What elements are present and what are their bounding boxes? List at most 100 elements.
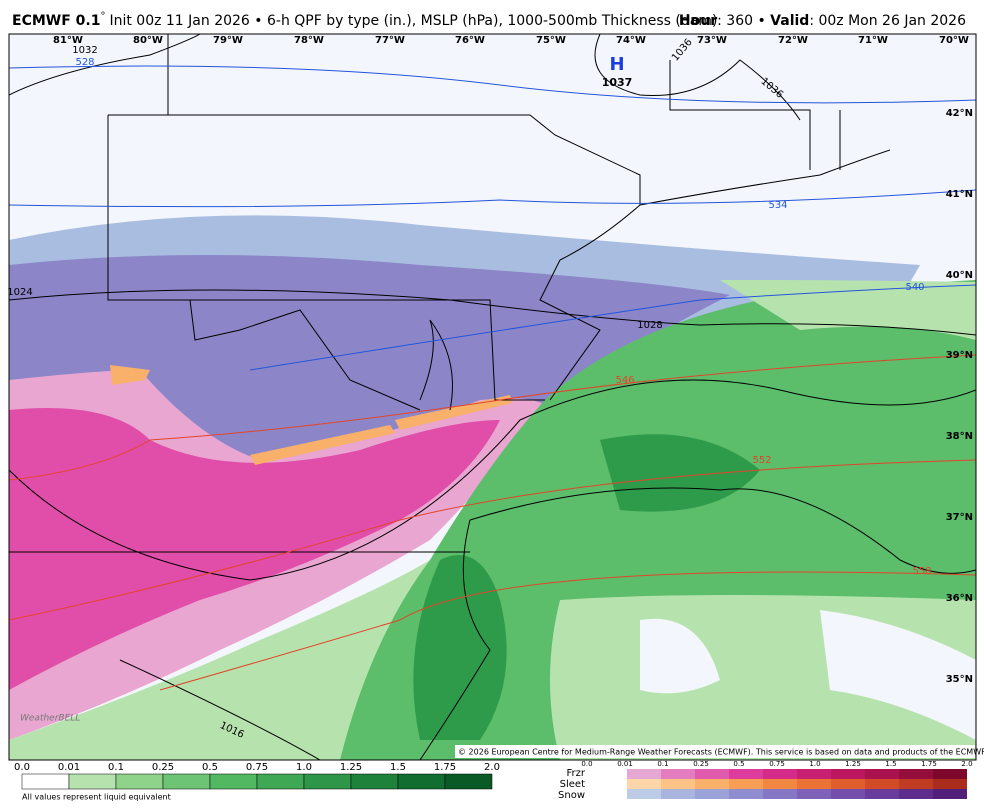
rain-swatch (209, 773, 258, 790)
valid: : 00z Mon 26 Jan 2026 (809, 13, 966, 29)
latitude-label: 41°N (946, 189, 973, 200)
latitude-label: 35°N (946, 674, 973, 685)
longitude-label: 77°W (375, 35, 405, 46)
latitude-label: 40°N (946, 270, 973, 281)
rain-label: 1.75 (434, 762, 456, 773)
rain-label: 0.5 (202, 762, 218, 773)
rain-swatch (162, 773, 211, 790)
longitude-label: 76°W (455, 35, 485, 46)
high-pressure: 1037 (602, 76, 633, 89)
rain-light-west (9, 560, 430, 760)
longitude-label: 74°W (616, 35, 646, 46)
type-swatch (729, 769, 763, 779)
rain-swatch (350, 773, 399, 790)
latitude-label: 39°N (946, 350, 973, 361)
type-swatch (831, 779, 865, 789)
type-scale-label: 0.75 (769, 760, 785, 768)
type-swatch (933, 789, 967, 799)
hour-label: Hour (679, 13, 717, 29)
type-swatch (797, 769, 831, 779)
type-scale-label: 0.0 (581, 760, 592, 768)
map: 81°W 80°W 79°W 78°W 77°W 76°W 75°W 74°W 73°W 72°W… (7, 33, 984, 761)
type-swatch (797, 789, 831, 799)
isobar-label: 1024 (7, 287, 32, 298)
type-swatch (831, 769, 865, 779)
rain-swatch (444, 773, 493, 790)
type-label: Snow (558, 790, 585, 801)
longitude-label: 73°W (697, 35, 727, 46)
type-swatch (661, 789, 695, 799)
header-right: Hour: 360 • Valid: 00z Mon 26 Jan 2026 (679, 13, 966, 29)
type-scale-label: 1.25 (845, 760, 861, 768)
thickness-label: 528 (75, 57, 94, 68)
state-borders (9, 34, 891, 760)
type-scale-label: 1.0 (809, 760, 820, 768)
type-scale-label: 2.0 (961, 760, 972, 768)
type-swatch (627, 769, 661, 779)
high-symbol: H (609, 54, 624, 75)
type-swatch (695, 789, 729, 799)
isobar-label: 1028 (637, 320, 662, 331)
type-swatch (695, 769, 729, 779)
map-frame (8, 33, 977, 761)
type-swatch (661, 779, 695, 789)
type-scale-label: 1.5 (885, 760, 896, 768)
longitude-label: 80°W (133, 35, 163, 46)
longitude-label: 79°W (213, 35, 243, 46)
longitude-label: 78°W (294, 35, 324, 46)
rain-label: 1.0 (296, 762, 312, 773)
thickness-label: 552 (752, 455, 771, 466)
type-swatch (661, 769, 695, 779)
type-swatch (899, 779, 933, 789)
type-swatch (933, 769, 967, 779)
type-swatch (763, 779, 797, 789)
legend: All values represent liquid equivalent 0… (14, 760, 973, 802)
type-swatch (831, 789, 865, 799)
isobars (9, 34, 976, 760)
type-swatch (729, 779, 763, 789)
rain-label: 0.1 (108, 762, 124, 773)
type-scale-label: 0.1 (657, 760, 668, 768)
type-swatch (933, 779, 967, 789)
longitude-label: 70°W (939, 35, 969, 46)
type-swatch (899, 769, 933, 779)
snow-heavy-area (9, 255, 730, 465)
latitude-label: 38°N (946, 431, 973, 442)
rain-swatch (397, 773, 446, 790)
dry-pocket (640, 610, 976, 740)
rain-label: 0.75 (246, 762, 268, 773)
model: ECMWF 0.1 (12, 13, 100, 29)
type-swatch (729, 789, 763, 799)
type-swatch (797, 779, 831, 789)
type-label: Frzr (567, 768, 586, 779)
map-labels: 81°W 80°W 79°W 78°W 77°W 76°W 75°W 74°W 73°W 72°W… (7, 35, 973, 741)
latitude-label: 36°N (946, 593, 973, 604)
type-scale-label: 1.75 (921, 760, 937, 768)
type-label: Sleet (560, 779, 585, 790)
type-swatch (695, 779, 729, 789)
longitude-label: 81°W (53, 35, 83, 46)
rain-label: 1.5 (390, 762, 406, 773)
thickness-label: 534 (768, 200, 787, 211)
type-scale-label: 0.01 (617, 760, 633, 768)
type-swatch (865, 769, 899, 779)
freezing-rain-heavy (9, 408, 500, 690)
longitude-label: 71°W (858, 35, 888, 46)
rain-label: 2.0 (484, 762, 500, 773)
type-swatch (627, 779, 661, 789)
type-swatch (865, 779, 899, 789)
rain-swatch (21, 773, 70, 790)
rain-label: 0.01 (58, 762, 80, 773)
rain-label: 0.0 (14, 762, 30, 773)
rain-swatch (256, 773, 305, 790)
type-swatch (763, 789, 797, 799)
rain-heavy (413, 434, 760, 740)
rain-swatch (68, 773, 117, 790)
type-scale-label: 0.25 (693, 760, 709, 768)
degree: ° (100, 11, 105, 22)
latitude-label: 42°N (946, 108, 973, 119)
type-scale-label: 0.5 (733, 760, 744, 768)
latitude-label: 37°N (946, 512, 973, 523)
thickness-cold (9, 65, 976, 371)
